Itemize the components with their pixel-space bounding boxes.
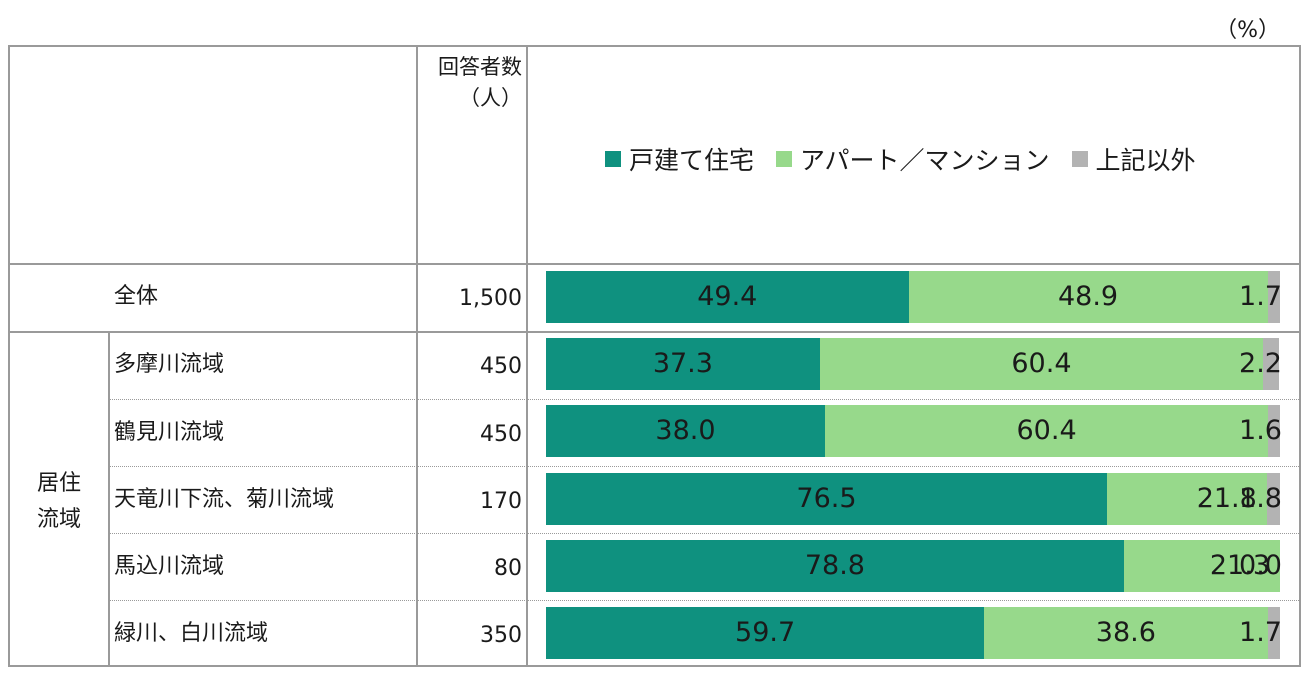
legend-label-other: 上記以外 — [1095, 146, 1196, 175]
respondent-count: 170 — [480, 489, 522, 514]
bar-segment-detached: 59.7 — [546, 607, 985, 659]
divider — [108, 466, 1301, 467]
divider — [108, 331, 110, 667]
divider — [108, 600, 1301, 601]
bar-row: 59.7 38.6 1.7 — [546, 607, 1282, 659]
bar-segment-apartment: 21.8 — [1106, 473, 1267, 525]
data-label: 1.7 — [1239, 281, 1282, 312]
row-label: 馬込川流域 — [114, 554, 225, 579]
bar-segment-other — [1267, 271, 1280, 323]
data-label: 1.8 — [1239, 483, 1282, 514]
bar-segment-detached: 78.8 — [546, 540, 1124, 592]
divider — [8, 331, 1301, 333]
bar-segment-apartment: 60.4 — [819, 338, 1264, 390]
row-label: 天竜川下流、菊川流域 — [114, 487, 335, 512]
bar-segment-other — [1268, 405, 1280, 457]
bar-row: 78.8 21.3 0.0 — [546, 540, 1282, 592]
data-label: 60.4 — [1016, 415, 1077, 446]
group-label: 居住 流域 — [36, 471, 81, 532]
bar-segment-detached: 37.3 — [546, 338, 820, 390]
row-label: 多摩川流域 — [114, 352, 225, 377]
legend-label-detached: 戸建て住宅 — [629, 146, 755, 175]
divider — [416, 45, 418, 667]
legend-swatch-detached — [605, 151, 621, 167]
legend-swatch-other — [1071, 151, 1088, 167]
bar-segment-other — [1266, 473, 1280, 525]
data-label: 76.5 — [796, 483, 857, 514]
bar-row: 76.5 21.8 1.8 — [546, 473, 1282, 525]
row-label: 緑川、白川流域 — [114, 621, 269, 646]
respondent-count: 80 — [494, 556, 522, 581]
table-frame — [8, 45, 1301, 667]
legend-item-detached: 戸建て住宅 — [605, 141, 754, 177]
legend-label-apartment: アパート／マンション — [800, 146, 1050, 175]
respondent-count: 1,500 — [459, 286, 522, 311]
respondent-count: 350 — [480, 623, 522, 648]
bar-row: 49.4 48.9 1.7 — [546, 271, 1282, 323]
data-label: 21.3 — [1209, 550, 1270, 581]
data-label: 48.9 — [1057, 281, 1119, 312]
bar-segment-detached: 49.4 — [546, 271, 909, 323]
data-label: 1.6 — [1239, 415, 1282, 446]
divider — [108, 533, 1301, 534]
bar-row: 38.0 60.4 1.6 — [546, 405, 1282, 457]
bar-segment-apartment: 38.6 — [984, 607, 1268, 659]
bar-segment-detached: 38.0 — [546, 405, 825, 457]
data-label: 37.3 — [652, 348, 713, 379]
bar-segment-apartment: 48.9 — [908, 271, 1268, 323]
legend-item-other: 上記以外 — [1071, 141, 1196, 177]
data-label: 0.0 — [1239, 550, 1282, 581]
data-label: 78.8 — [804, 550, 865, 581]
respondent-count: 450 — [480, 422, 522, 447]
respondents-header: 回答者数 （人） — [438, 55, 522, 110]
data-label: 2.2 — [1239, 348, 1282, 379]
data-label: 38.0 — [655, 415, 716, 446]
data-label: 1.7 — [1239, 617, 1282, 648]
divider — [8, 263, 1301, 265]
unit-label: （%） — [1215, 18, 1280, 43]
data-label: 21.8 — [1196, 483, 1257, 514]
bar-segment-other — [1263, 338, 1280, 390]
bar-segment-detached: 76.5 — [546, 473, 1107, 525]
bar-segment-apartment: 21.3 — [1123, 540, 1280, 592]
bar-segment-other — [1267, 607, 1280, 659]
bar-row: 37.3 60.4 2.2 — [546, 338, 1282, 390]
row-label: 鶴見川流域 — [114, 420, 225, 445]
divider — [108, 399, 1301, 400]
legend-swatch-apartment — [776, 151, 793, 167]
divider — [526, 45, 528, 667]
legend-item-apartment: アパート／マンション — [776, 141, 1050, 177]
chart-legend: 戸建て住宅 アパート／マンション 上記以外 — [605, 141, 1218, 177]
data-label: 49.4 — [697, 281, 758, 312]
data-label: 59.7 — [735, 617, 796, 648]
respondent-count: 450 — [480, 354, 522, 379]
row-label-total: 全体 — [114, 284, 159, 309]
data-label: 60.4 — [1011, 348, 1072, 379]
bar-segment-apartment: 60.4 — [824, 405, 1269, 457]
data-label: 38.6 — [1095, 617, 1156, 648]
